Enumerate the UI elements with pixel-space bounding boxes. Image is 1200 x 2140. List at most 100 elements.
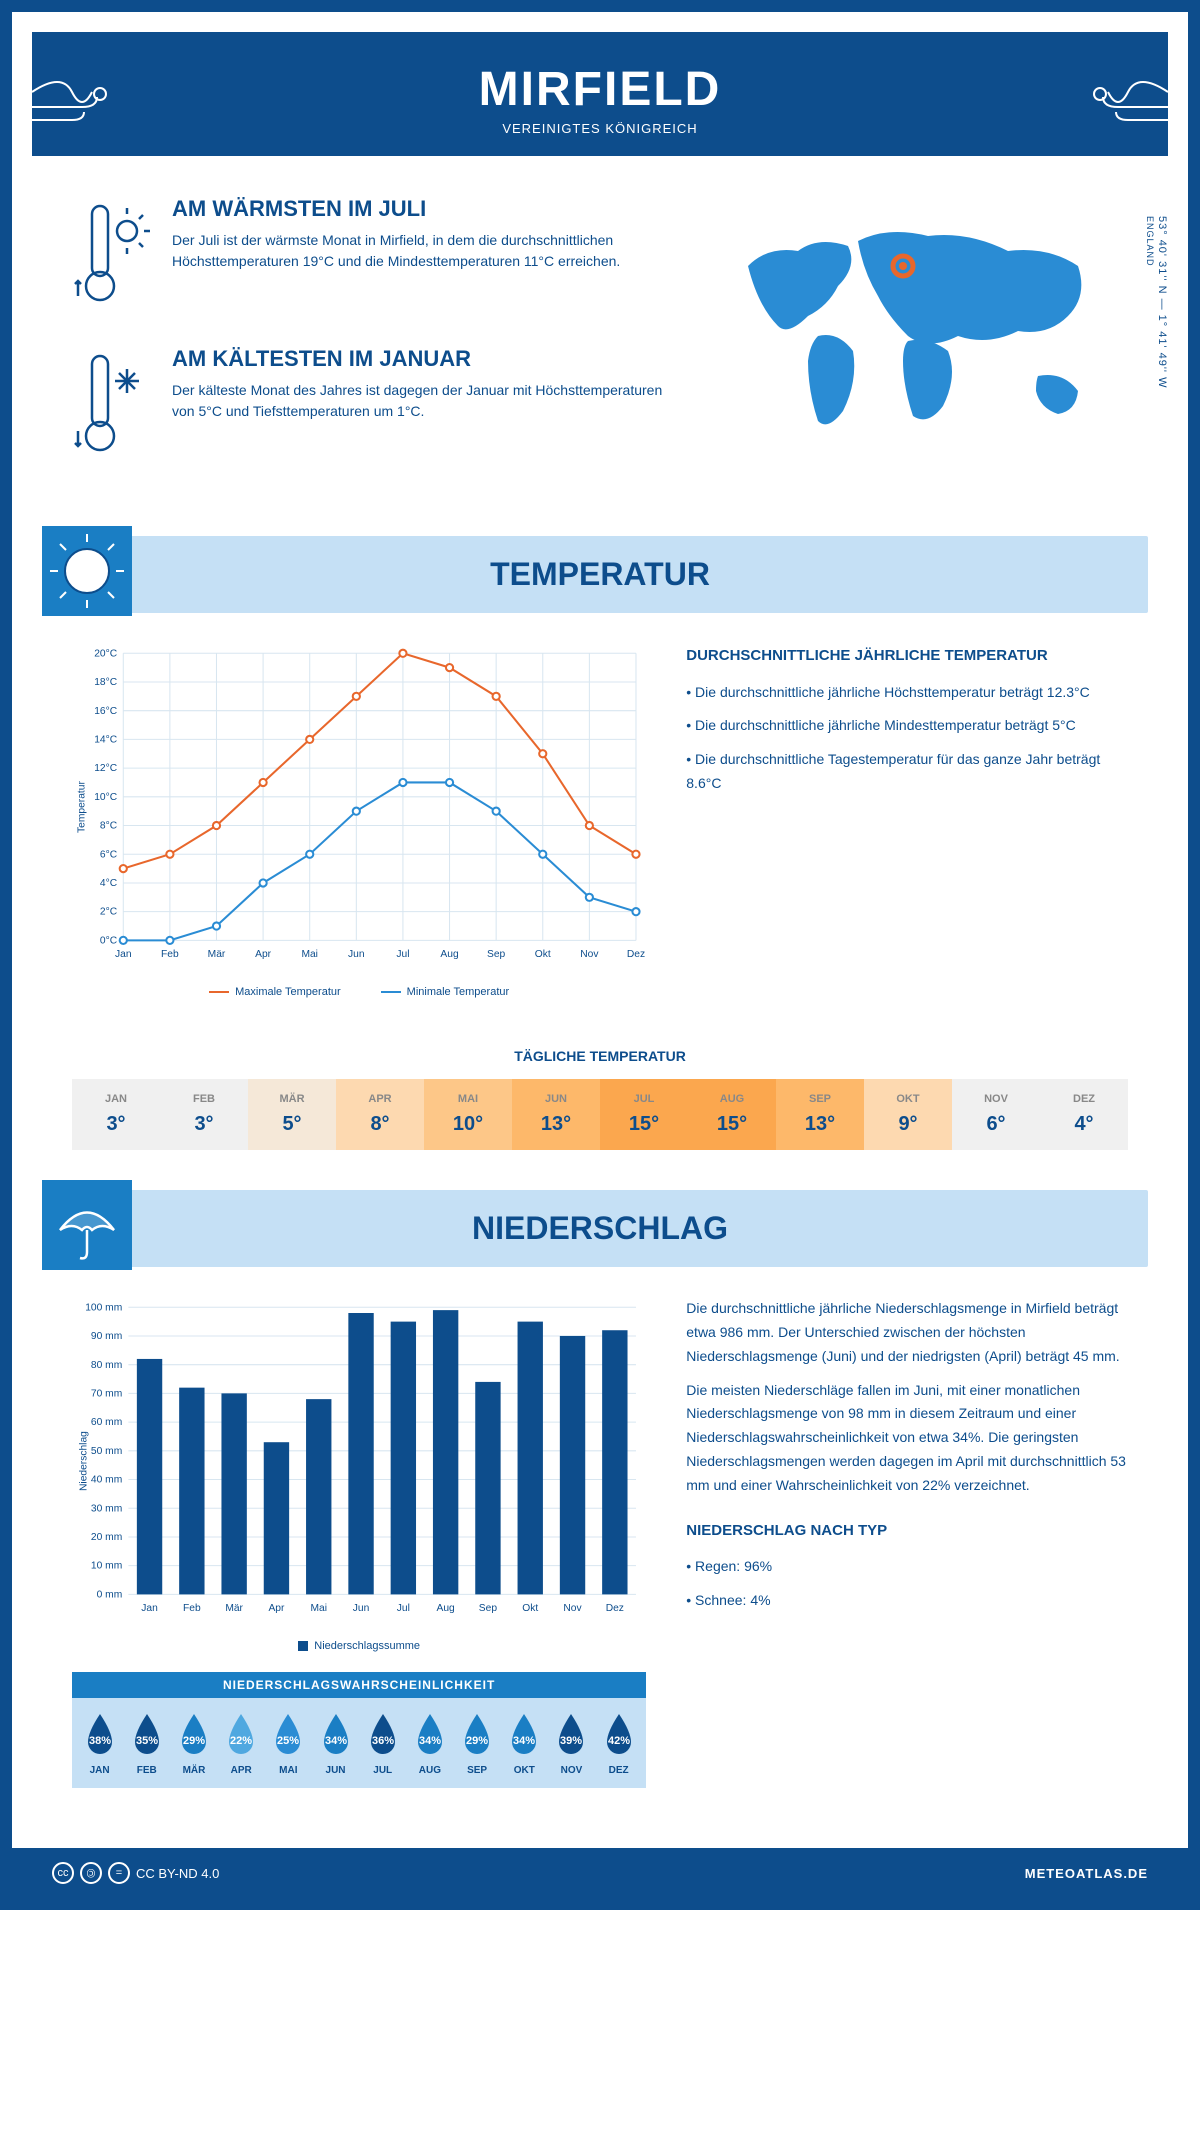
precip-legend: Niederschlagssumme xyxy=(72,1640,646,1652)
coldest-title: AM KÄLTESTEN IM JANUAR xyxy=(172,346,668,372)
svg-text:25%: 25% xyxy=(277,1735,299,1747)
svg-text:20 mm: 20 mm xyxy=(91,1532,122,1543)
svg-text:Jul: Jul xyxy=(396,949,409,960)
svg-text:0 mm: 0 mm xyxy=(97,1590,123,1601)
coldest-block: AM KÄLTESTEN IM JANUAR Der kälteste Mona… xyxy=(72,346,668,466)
daily-cell: MAI10° xyxy=(424,1079,512,1150)
daily-temp-grid: JAN3°FEB3°MÄR5°APR8°MAI10°JUN13°JUL15°AU… xyxy=(72,1079,1128,1150)
daily-cell: APR8° xyxy=(336,1079,424,1150)
thermometer-cold-icon xyxy=(72,346,152,466)
prob-drop: 29%MÄR xyxy=(170,1710,217,1776)
precip-info: Die durchschnittliche jährliche Niedersc… xyxy=(686,1297,1128,1788)
svg-text:Jun: Jun xyxy=(353,1603,370,1614)
daily-cell: JAN3° xyxy=(72,1079,160,1150)
svg-text:35%: 35% xyxy=(136,1735,158,1747)
svg-text:90 mm: 90 mm xyxy=(91,1331,122,1342)
svg-text:30 mm: 30 mm xyxy=(91,1503,122,1514)
svg-text:29%: 29% xyxy=(466,1735,488,1747)
city-name: MIRFIELD xyxy=(32,62,1168,117)
prob-drop: 39%NOV xyxy=(548,1710,595,1776)
svg-text:Jun: Jun xyxy=(348,949,365,960)
wind-icon-left xyxy=(12,62,132,142)
world-map: 53° 40' 31'' N — 1° 41' 49'' WENGLAND xyxy=(708,196,1128,496)
daily-cell: JUN13° xyxy=(512,1079,600,1150)
svg-text:60 mm: 60 mm xyxy=(91,1417,122,1428)
svg-text:Aug: Aug xyxy=(437,1603,456,1614)
precip-section-header: NIEDERSCHLAG xyxy=(52,1190,1148,1267)
prob-drop: 34%AUG xyxy=(406,1710,453,1776)
temperature-section-header: TEMPERATUR xyxy=(52,536,1148,613)
svg-text:Mär: Mär xyxy=(208,949,226,960)
svg-text:40 mm: 40 mm xyxy=(91,1475,122,1486)
map-svg xyxy=(708,196,1128,456)
temp-info: DURCHSCHNITTLICHE JÄHRLICHE TEMPERATUR •… xyxy=(686,643,1128,998)
warmest-text: Der Juli ist der wärmste Monat in Mirfie… xyxy=(172,230,668,272)
svg-text:100 mm: 100 mm xyxy=(85,1302,122,1313)
prob-drop: 34%JUN xyxy=(312,1710,359,1776)
svg-text:80 mm: 80 mm xyxy=(91,1360,122,1371)
svg-text:4°C: 4°C xyxy=(100,878,118,889)
svg-text:Apr: Apr xyxy=(255,949,272,960)
svg-text:Niederschlag: Niederschlag xyxy=(78,1431,89,1491)
daily-cell: JUL15° xyxy=(600,1079,688,1150)
svg-text:Apr: Apr xyxy=(268,1603,285,1614)
svg-text:0°C: 0°C xyxy=(100,935,118,946)
temp-info-title: DURCHSCHNITTLICHE JÄHRLICHE TEMPERATUR xyxy=(686,643,1128,669)
svg-text:Jan: Jan xyxy=(141,1603,158,1614)
warmest-block: AM WÄRMSTEN IM JULI Der Juli ist der wär… xyxy=(72,196,668,316)
temp-title: TEMPERATUR xyxy=(52,556,1148,593)
thermometer-hot-icon xyxy=(72,196,152,316)
svg-text:Sep: Sep xyxy=(479,1603,498,1614)
svg-text:34%: 34% xyxy=(513,1735,535,1747)
daily-cell: NOV6° xyxy=(952,1079,1040,1150)
prob-drop: 36%JUL xyxy=(359,1710,406,1776)
license: cc🄯= CC BY-ND 4.0 xyxy=(52,1862,219,1884)
svg-text:Sep: Sep xyxy=(487,949,506,960)
daily-cell: OKT9° xyxy=(864,1079,952,1150)
svg-text:8°C: 8°C xyxy=(100,821,118,832)
svg-text:Feb: Feb xyxy=(161,949,179,960)
prob-drop: 34%OKT xyxy=(501,1710,548,1776)
svg-text:6°C: 6°C xyxy=(100,849,118,860)
daily-cell: DEZ4° xyxy=(1040,1079,1128,1150)
daily-cell: MÄR5° xyxy=(248,1079,336,1150)
svg-text:18°C: 18°C xyxy=(94,677,118,688)
daily-temp-title: TÄGLICHE TEMPERATUR xyxy=(12,1048,1188,1064)
prob-drop: 35%FEB xyxy=(123,1710,170,1776)
svg-text:10 mm: 10 mm xyxy=(91,1561,122,1572)
precip-chart: 0 mm10 mm20 mm30 mm40 mm50 mm60 mm70 mm8… xyxy=(72,1297,646,1788)
svg-text:Jul: Jul xyxy=(397,1603,410,1614)
svg-text:Nov: Nov xyxy=(580,949,599,960)
coordinates: 53° 40' 31'' N — 1° 41' 49'' WENGLAND xyxy=(1144,216,1168,388)
daily-cell: FEB3° xyxy=(160,1079,248,1150)
svg-text:29%: 29% xyxy=(183,1735,205,1747)
svg-text:Dez: Dez xyxy=(627,949,645,960)
daily-cell: AUG15° xyxy=(688,1079,776,1150)
daily-cell: SEP13° xyxy=(776,1079,864,1150)
svg-text:34%: 34% xyxy=(325,1735,347,1747)
prob-drop: 25%MAI xyxy=(265,1710,312,1776)
svg-text:Dez: Dez xyxy=(606,1603,624,1614)
warmest-title: AM WÄRMSTEN IM JULI xyxy=(172,196,668,222)
svg-text:Jan: Jan xyxy=(115,949,132,960)
sun-icon xyxy=(42,526,132,616)
svg-text:2°C: 2°C xyxy=(100,907,118,918)
prob-drop: 29%SEP xyxy=(454,1710,501,1776)
footer: cc🄯= CC BY-ND 4.0 METEOATLAS.DE xyxy=(12,1848,1188,1898)
temp-legend: Maximale Temperatur Minimale Temperatur xyxy=(72,986,646,998)
svg-text:36%: 36% xyxy=(372,1735,394,1747)
svg-text:Mai: Mai xyxy=(301,949,318,960)
summary-row: AM WÄRMSTEN IM JULI Der Juli ist der wär… xyxy=(12,156,1188,526)
svg-text:34%: 34% xyxy=(419,1735,441,1747)
header: MIRFIELD VEREINIGTES KÖNIGREICH xyxy=(32,32,1168,156)
svg-text:Okt: Okt xyxy=(522,1603,538,1614)
svg-text:Nov: Nov xyxy=(563,1603,582,1614)
svg-text:20°C: 20°C xyxy=(94,648,118,659)
prob-drop: 22%APR xyxy=(218,1710,265,1776)
svg-text:10°C: 10°C xyxy=(94,792,118,803)
precip-probability: NIEDERSCHLAGSWAHRSCHEINLICHKEIT 38%JAN35… xyxy=(72,1672,646,1788)
temperature-chart: 0°C2°C4°C6°C8°C10°C12°C14°C16°C18°C20°CJ… xyxy=(72,643,646,998)
prob-drop: 38%JAN xyxy=(76,1710,123,1776)
svg-text:38%: 38% xyxy=(89,1735,111,1747)
wind-icon-right xyxy=(1068,62,1188,142)
